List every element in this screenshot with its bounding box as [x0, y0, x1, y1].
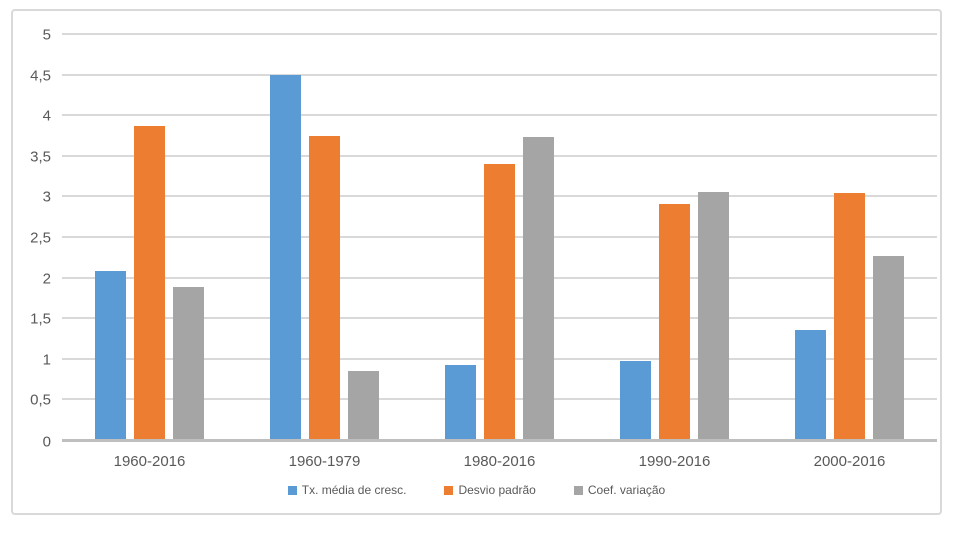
- legend-swatch-icon: [573, 485, 583, 495]
- y-tick-label: 4: [42, 107, 51, 125]
- bar: [795, 330, 826, 439]
- bar-group: [62, 33, 237, 439]
- bar: [445, 365, 476, 439]
- legend-item: Desvio padrão: [444, 483, 536, 497]
- y-tick-label: 3: [42, 188, 51, 206]
- x-axis-line: 0: [43, 434, 937, 451]
- y-tick-label: 2,5: [30, 229, 51, 247]
- bar: [484, 163, 515, 439]
- y-tick-label: 3,5: [30, 148, 51, 166]
- bar-group: [412, 33, 587, 439]
- y-tick-label: 4,5: [30, 67, 51, 85]
- x-category-label: 1960-1979: [288, 453, 361, 470]
- bar: [309, 136, 340, 439]
- chart-frame: 0 0,5 1 1,5 2 2,5 3 3,5 4 4,5 5 1960-2016 1960-1979…: [11, 9, 942, 515]
- plot-area: 0 0,5 1 1,5 2 2,5 3 3,5 4 4,5 5: [30, 27, 937, 451]
- x-category-label: 2000-2016: [813, 453, 886, 470]
- gridline: 4,5: [30, 67, 937, 84]
- legend-swatch-icon: [444, 485, 454, 495]
- gridline: 4: [43, 108, 937, 125]
- bar: [95, 270, 126, 439]
- bar: [348, 370, 379, 439]
- bar: [270, 75, 301, 439]
- bar-group: [237, 33, 412, 439]
- gridline: 3,5: [30, 148, 937, 165]
- y-tick-label: 2: [42, 270, 51, 288]
- y-tick-label: 1,5: [30, 310, 51, 328]
- gridline: 5: [43, 27, 937, 44]
- y-tick-label: 0,5: [30, 391, 51, 409]
- y-tick-label: 5: [42, 26, 51, 44]
- bar: [173, 287, 204, 439]
- bar-groups: [62, 33, 937, 439]
- bar: [523, 136, 554, 439]
- x-category-label: 1960-2016: [113, 453, 186, 470]
- legend-item: Tx. média de cresc.: [287, 483, 407, 497]
- legend: Tx. média de cresc. Desvio padrão Coef. va…: [13, 483, 940, 497]
- legend-label: Coef. variação: [587, 483, 666, 497]
- y-tick-label: 1: [42, 351, 51, 369]
- x-category-label: 1980-2016: [463, 453, 536, 470]
- y-tick-label: 0: [42, 433, 51, 451]
- legend-swatch-icon: [287, 485, 297, 495]
- bar: [834, 192, 865, 439]
- legend-item: Coef. variação: [573, 483, 666, 497]
- bar-group: [587, 33, 762, 439]
- bar: [134, 125, 165, 439]
- legend-label: Desvio padrão: [458, 483, 536, 497]
- bar-group: [762, 33, 937, 439]
- x-axis-labels: 1960-2016 1960-1979 1980-2016 1990-2016 2000…: [62, 453, 937, 470]
- x-category-label: 1990-2016: [638, 453, 711, 470]
- bar: [659, 203, 690, 439]
- legend-label: Tx. média de cresc.: [301, 483, 407, 497]
- bar: [698, 192, 729, 439]
- bar: [873, 256, 904, 439]
- bar: [620, 361, 651, 439]
